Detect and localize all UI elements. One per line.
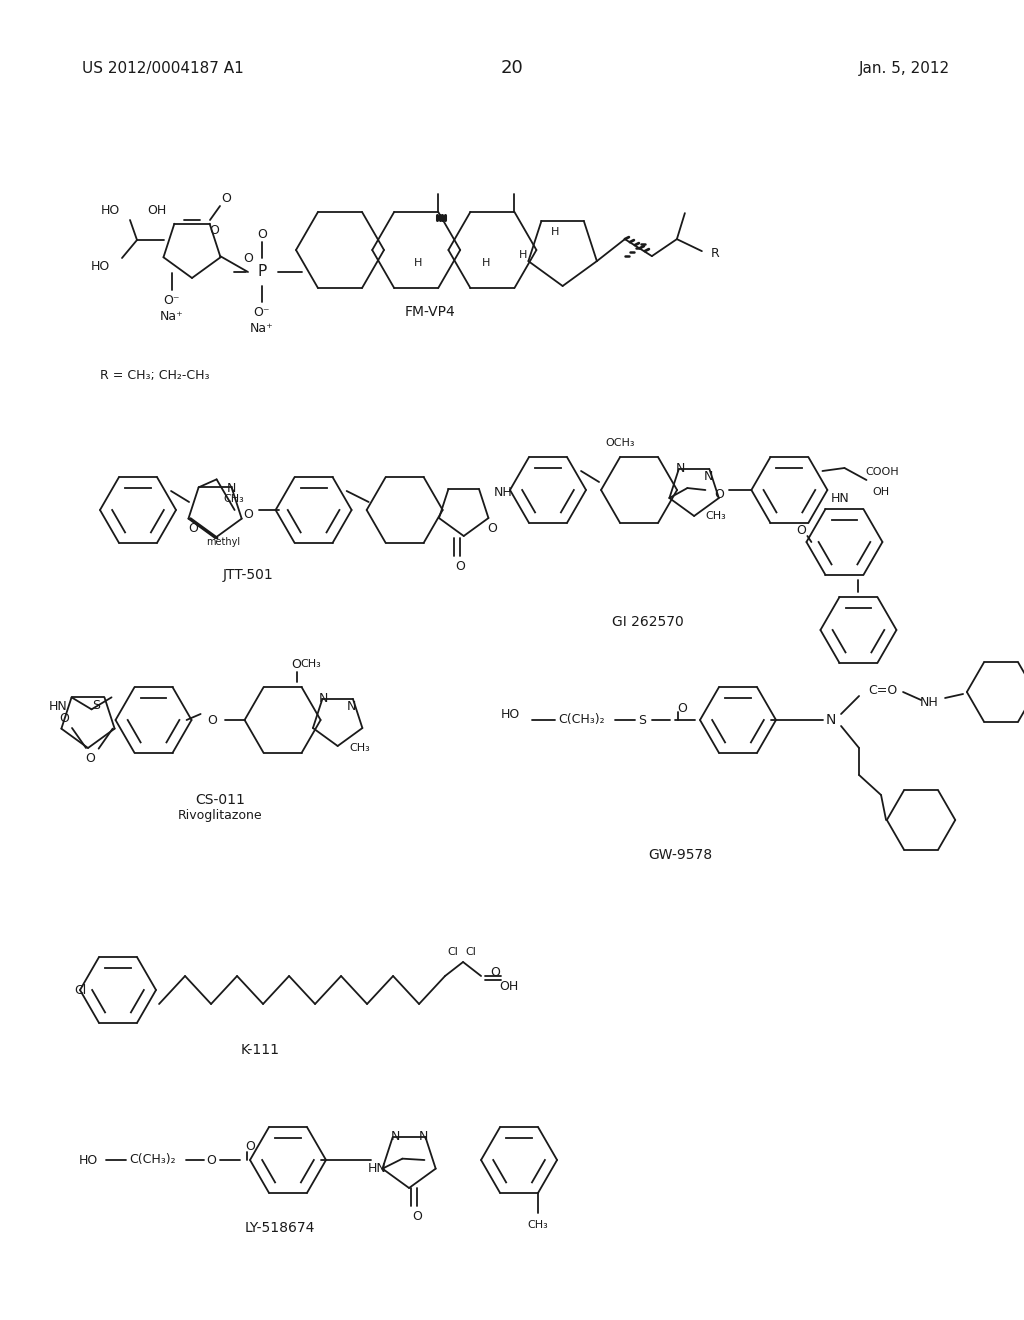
Text: N: N [826, 713, 837, 727]
Text: H: H [519, 249, 527, 260]
Text: O⁻: O⁻ [164, 293, 180, 306]
Text: O: O [243, 252, 253, 264]
Text: N: N [347, 700, 356, 713]
Text: N: N [390, 1130, 399, 1143]
Text: O: O [244, 507, 254, 520]
Text: R = CH₃; CH₂-CH₃: R = CH₃; CH₂-CH₃ [100, 368, 210, 381]
Text: COOH: COOH [865, 467, 899, 477]
Text: Cl: Cl [466, 946, 476, 957]
Text: N: N [318, 692, 329, 705]
Text: OCH₃: OCH₃ [605, 438, 635, 447]
Text: LY-518674: LY-518674 [245, 1221, 315, 1236]
Text: N: N [676, 462, 685, 474]
Text: GW-9578: GW-9578 [648, 847, 712, 862]
Text: JTT-501: JTT-501 [222, 568, 273, 582]
Text: O: O [208, 714, 217, 726]
Text: N: N [419, 1130, 428, 1143]
Text: H: H [551, 227, 559, 238]
Text: Jan. 5, 2012: Jan. 5, 2012 [859, 61, 950, 75]
Text: Na⁺: Na⁺ [160, 309, 184, 322]
Text: CH₃: CH₃ [349, 743, 370, 752]
Text: Rivoglitazone: Rivoglitazone [178, 809, 262, 822]
Text: HO: HO [79, 1154, 97, 1167]
Text: GI 262570: GI 262570 [612, 615, 684, 630]
Text: N: N [703, 470, 713, 483]
Text: OH: OH [871, 487, 889, 498]
Text: HO: HO [501, 709, 519, 722]
Text: Na⁺: Na⁺ [250, 322, 273, 334]
Text: O: O [221, 191, 231, 205]
Text: CH₃: CH₃ [706, 511, 726, 521]
Text: O: O [86, 752, 95, 766]
Text: C(CH₃)₂: C(CH₃)₂ [130, 1154, 176, 1167]
Text: O⁻: O⁻ [254, 305, 270, 318]
Text: O: O [257, 227, 267, 240]
Text: P: P [257, 264, 266, 280]
Text: O: O [486, 521, 497, 535]
Text: O: O [412, 1209, 422, 1222]
Text: methyl: methyl [206, 537, 240, 546]
Text: HN: HN [831, 491, 850, 504]
Text: R: R [711, 247, 719, 260]
Text: O: O [206, 1154, 216, 1167]
Text: O: O [715, 487, 724, 500]
Text: CH₃: CH₃ [527, 1220, 549, 1230]
Text: S: S [638, 714, 646, 726]
Text: CS-011: CS-011 [195, 793, 245, 807]
Text: NH: NH [920, 696, 938, 709]
Text: C(CH₃)₂: C(CH₃)₂ [559, 714, 605, 726]
Text: CH₃: CH₃ [300, 659, 321, 669]
Text: Cl: Cl [447, 946, 459, 957]
Text: CH₃: CH₃ [223, 495, 244, 504]
Text: O: O [455, 560, 465, 573]
Text: O: O [59, 711, 69, 725]
Text: O: O [797, 524, 806, 536]
Text: O: O [292, 657, 301, 671]
Text: K-111: K-111 [241, 1043, 280, 1057]
Text: OH: OH [147, 203, 166, 216]
Text: C=O: C=O [868, 684, 898, 697]
Text: H: H [482, 259, 490, 268]
Text: HN: HN [368, 1162, 386, 1175]
Text: H: H [414, 259, 422, 268]
Text: HO: HO [100, 203, 120, 216]
Text: HO: HO [91, 260, 110, 272]
Text: S: S [92, 698, 100, 711]
Text: Cl: Cl [74, 983, 86, 997]
Text: O: O [677, 701, 687, 714]
Text: 20: 20 [501, 59, 523, 77]
Text: O: O [188, 521, 198, 535]
Text: N: N [226, 482, 236, 495]
Text: O: O [490, 965, 500, 978]
Text: FM-VP4: FM-VP4 [404, 305, 456, 319]
Text: O: O [209, 223, 219, 236]
Text: HN: HN [48, 700, 68, 713]
Text: NH: NH [494, 486, 512, 499]
Text: O: O [245, 1139, 255, 1152]
Text: OH: OH [500, 979, 519, 993]
Text: US 2012/0004187 A1: US 2012/0004187 A1 [82, 61, 244, 75]
